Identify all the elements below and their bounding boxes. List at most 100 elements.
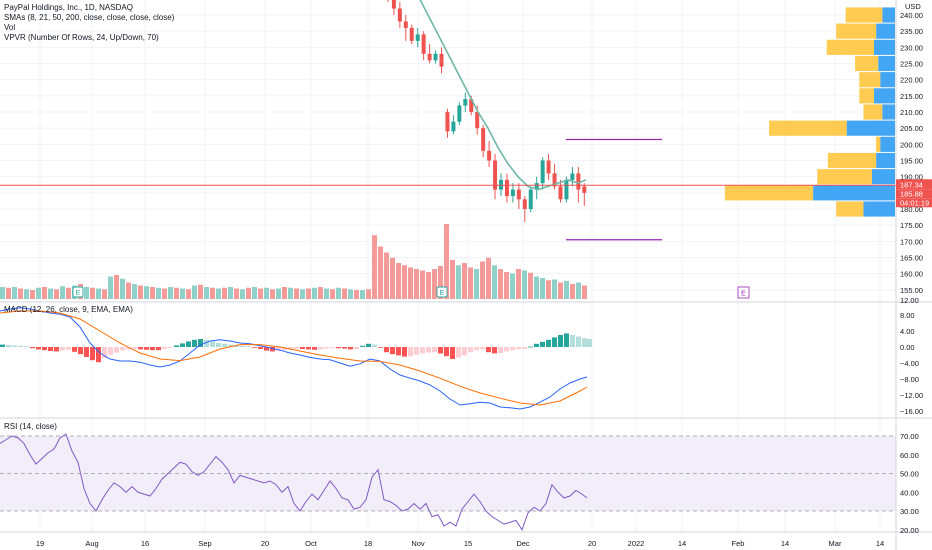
rsi-tick-label: 40.00 (900, 488, 919, 497)
volume-bar (420, 270, 425, 299)
rsi-legend[interactable]: RSI (14, close) (4, 422, 57, 431)
volume-bar (324, 288, 329, 299)
candle-body (409, 27, 414, 41)
macd-hist-bar (498, 347, 503, 353)
rsi-tick-label: 50.00 (900, 470, 919, 479)
vp-up-bar (863, 201, 895, 217)
earnings-marker-label: E (76, 290, 81, 297)
symbol-title[interactable]: PayPal Holdings, Inc., 1D, NASDAQ (4, 3, 133, 12)
price-tick-label: 160.00 (900, 270, 923, 279)
volume-bar (12, 287, 17, 299)
volume-bar (216, 288, 221, 299)
volume-bar (168, 287, 173, 299)
volume-bar (24, 289, 29, 299)
time-axis[interactable]: 19 Aug 16 Sep 20 Oct 18 Nov 15 Dec 20 2022 14 Feb 14 Ma… (36, 539, 884, 548)
volume-bar (492, 265, 497, 299)
macd-hist-bar (126, 347, 131, 350)
currency-label: USD (905, 2, 921, 11)
candle-body (421, 34, 426, 54)
volume-bar (366, 289, 371, 299)
volume-bar (354, 290, 359, 299)
volume-bar (90, 287, 95, 299)
macd-hist-bar (138, 347, 143, 350)
volume-bar (42, 287, 47, 299)
macd-hist-bar (450, 347, 455, 359)
macd-hist-bar (504, 347, 509, 352)
macd-hist-bar (12, 345, 17, 347)
price-tick-label: 190.00 (900, 173, 923, 182)
candle-body (493, 160, 498, 190)
volume-bar (198, 284, 203, 299)
future-earnings-box[interactable] (737, 286, 750, 299)
volume-bar (282, 287, 287, 299)
macd-hist-bar (162, 347, 167, 349)
volume-bar (474, 269, 479, 299)
volume-bar (498, 269, 503, 299)
macd-hist-bar (36, 347, 41, 350)
macd-hist-bar (342, 347, 347, 349)
rsi-tick-label: 30.00 (900, 507, 919, 516)
macd-hist-bar (378, 347, 383, 348)
macd-line (0, 307, 588, 410)
price-tick-label: 175.00 (900, 221, 923, 230)
candle-body (522, 199, 527, 209)
volume-bar (300, 289, 305, 299)
candle-body (504, 179, 509, 197)
price-tick-label: 235.00 (900, 27, 923, 36)
macd-hist-bar (246, 346, 251, 347)
rsi-line (0, 433, 588, 531)
macd-hist-bar (168, 347, 173, 348)
vp-down-bar (863, 104, 883, 120)
volume-bar (372, 235, 377, 299)
macd-hist-bar (264, 347, 269, 351)
macd-tick-label: 8.00 (900, 311, 915, 320)
time-tick-label: 2022 (628, 539, 645, 548)
future-earnings-marker[interactable]: E (737, 286, 750, 299)
macd-hist-bar (288, 347, 293, 350)
macd-hist-bar (534, 343, 539, 347)
candle-body (451, 121, 456, 132)
vpvr-legend[interactable]: VPVR (Number Of Rows, 24, Up/Down, 70) (4, 33, 159, 42)
sma-value-badge (896, 189, 932, 199)
time-tick-label: Feb (732, 539, 745, 548)
macd-legend[interactable]: MACD (12, 26, close, 9, EMA, EMA) (4, 305, 133, 314)
volume-bar (186, 289, 191, 299)
price-tick-label: 200.00 (900, 140, 923, 149)
vp-down-bar (876, 136, 881, 152)
vp-up-bar (876, 23, 895, 39)
vp-down-bar (769, 120, 847, 136)
price-tick-label: 205.00 (900, 124, 923, 133)
macd-tick-label: −4.00 (900, 359, 919, 368)
vp-down-bar (855, 55, 879, 72)
vp-down-bar (845, 7, 883, 23)
volume-bar (126, 282, 131, 299)
macd-hist-bar (348, 347, 353, 350)
macd-hist-bar (468, 347, 473, 353)
volume-bar (360, 290, 365, 299)
macd-hist-bar (516, 347, 521, 350)
macd-hist-bar (462, 347, 467, 356)
time-tick-label: 20 (588, 539, 596, 548)
candle-body (570, 173, 575, 180)
time-tick-label: 16 (141, 539, 149, 548)
volume-bar (384, 252, 389, 299)
macd-hist-bar (510, 347, 515, 351)
macd-hist-bar (558, 335, 563, 347)
sma-legend[interactable]: SMAs (8, 21, 50, 200, close, close, clos… (4, 13, 175, 22)
volume-bar (312, 287, 317, 299)
macd-hist-bar (174, 345, 179, 347)
macd-hist-bar (480, 347, 485, 350)
macd-hist-bar (258, 347, 263, 349)
vol-legend[interactable]: Vol (4, 23, 16, 32)
macd-hist-bar (180, 343, 185, 347)
volume-bar (444, 224, 449, 299)
time-tick-label: Sep (198, 539, 211, 548)
time-tick-label: Mar (829, 539, 842, 548)
volume-bar (306, 288, 311, 299)
macd-hist-bar (72, 347, 77, 352)
volume-bar (108, 276, 113, 299)
price-axis[interactable]: 240.00 235.00 230.00 225.00 220.00 215.00 210.… (900, 11, 923, 535)
candle-body (516, 189, 521, 200)
